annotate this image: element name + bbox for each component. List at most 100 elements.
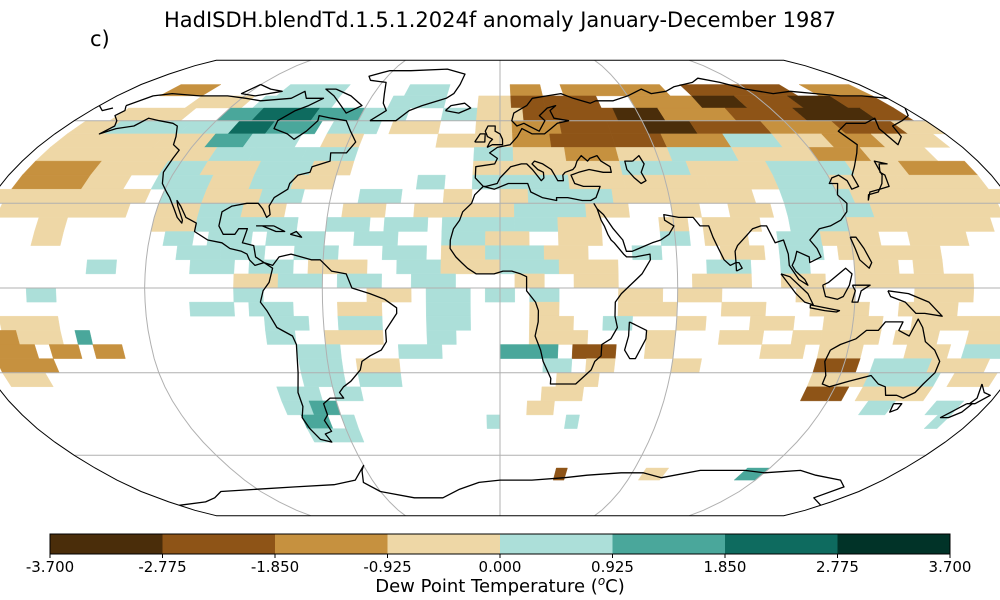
coastline [98, 105, 114, 112]
anomaly-cell [300, 372, 347, 387]
anomaly-cell [242, 133, 303, 148]
colorbar-segment [500, 534, 613, 554]
anomaly-cell [836, 245, 884, 260]
anomaly-cell [499, 189, 529, 204]
anomaly-cell [357, 372, 403, 387]
anomaly-cell [912, 259, 944, 275]
gridline [689, 60, 856, 516]
anomaly-cell [90, 160, 169, 176]
anomaly-cell [251, 95, 341, 109]
anomaly-cell [252, 217, 299, 232]
anomaly-cell [703, 231, 750, 246]
colorbar-segment [387, 534, 501, 554]
anomaly-cell [903, 344, 952, 359]
anomaly-cell [397, 344, 443, 359]
anomaly-cell [857, 400, 897, 416]
anomaly-cell [413, 203, 458, 218]
anomaly-cell [410, 273, 456, 289]
anomaly-cell [34, 147, 167, 162]
anomaly-cell [573, 273, 619, 289]
anomaly-cell [0, 189, 152, 204]
anomaly-cell [645, 330, 677, 345]
anomaly-cell [0, 358, 60, 373]
anomaly-cell [341, 203, 387, 218]
anomaly-cell [615, 147, 673, 162]
coastline [474, 77, 888, 187]
anomaly-cell [641, 120, 699, 135]
colorbar-tick-label: 0.000 [478, 558, 522, 576]
coastline [849, 236, 873, 269]
coastline [449, 154, 652, 385]
anomaly-cell [513, 203, 587, 218]
anomaly-cell [812, 358, 861, 373]
anomaly-cell [631, 245, 663, 260]
anomaly-cell [540, 386, 585, 402]
anomaly-cell [910, 316, 972, 331]
anomaly-cell [529, 316, 574, 331]
anomaly-cell [49, 133, 167, 148]
anomaly-cell [897, 160, 979, 176]
anomaly-cell [233, 287, 264, 303]
coastline [939, 403, 973, 419]
coastline [474, 133, 486, 143]
anomaly-cell [968, 316, 1000, 331]
anomaly-cell [403, 84, 451, 97]
anomaly-cell [387, 95, 448, 109]
anomaly-cell [319, 133, 365, 148]
anomaly-cell [264, 120, 323, 135]
anomaly-cell [552, 160, 624, 176]
colorbar-tick-label: -0.925 [363, 558, 412, 576]
coastline [593, 107, 909, 286]
coastlines [98, 68, 991, 506]
coastline [289, 230, 303, 238]
anomaly-cell [206, 174, 255, 190]
anomaly-cell [585, 203, 630, 218]
anomaly-cell [717, 330, 765, 345]
anomaly-cell [701, 217, 763, 232]
coastline [821, 318, 941, 399]
anomaly-cell [21, 160, 103, 176]
anomaly-cell [353, 231, 399, 246]
anomaly-cell [926, 203, 1000, 218]
anomaly-cell [34, 217, 68, 232]
anomaly-cell [441, 231, 486, 246]
anomaly-cell [790, 330, 823, 345]
anomaly-cell [657, 107, 737, 121]
globe-outline [0, 59, 1000, 517]
anomaly-cell [558, 120, 612, 135]
anomaly-cell [251, 107, 321, 121]
anomaly-cell [848, 189, 913, 204]
coastline [240, 83, 283, 97]
anomaly-cell [290, 174, 337, 190]
anomaly-cell [337, 316, 383, 331]
anomaly-cell [258, 189, 305, 204]
anomaly-cell [247, 147, 308, 162]
graticule [0, 60, 1000, 516]
anomaly-cell [296, 344, 342, 359]
anomaly-cell [765, 160, 856, 176]
anomaly-cell [799, 386, 850, 402]
coastline [822, 267, 853, 300]
colorbar-segment [837, 534, 951, 554]
coastline [867, 160, 890, 201]
anomaly-cell [396, 259, 442, 275]
anomaly-cell [281, 400, 315, 416]
anomaly-cell [543, 245, 589, 260]
anomaly-cell [627, 95, 703, 109]
anomaly-cell [759, 344, 806, 359]
anomaly-cell [510, 95, 546, 109]
anomaly-cell [660, 133, 732, 148]
coastline [325, 88, 363, 114]
anomaly-cell [869, 203, 933, 218]
anomaly-cell [323, 330, 384, 345]
panel-label: c) [90, 27, 110, 51]
anomaly-cell [337, 301, 383, 317]
anomaly-cell [904, 189, 1000, 204]
anomaly-cell [477, 95, 512, 109]
anomaly-cell [475, 120, 513, 135]
anomaly-cell [189, 259, 235, 275]
colorbar-segment [50, 534, 163, 554]
anomaly-cell [415, 174, 446, 190]
anomaly-cell [704, 174, 780, 190]
anomaly-cell [293, 245, 339, 260]
